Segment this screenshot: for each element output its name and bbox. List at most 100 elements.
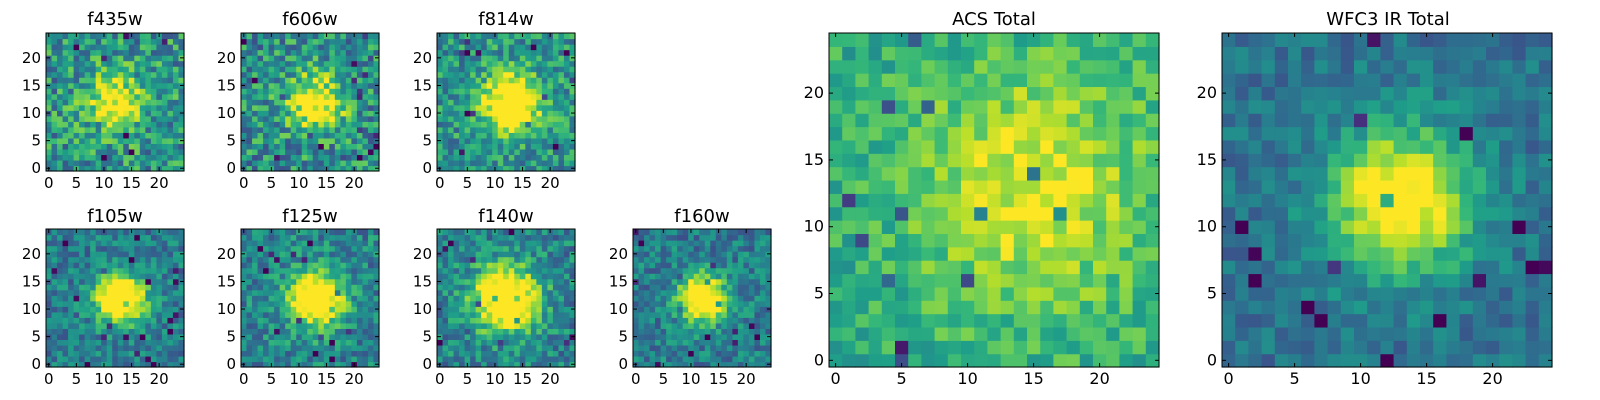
heatmap-cell bbox=[73, 328, 80, 335]
heatmap-cell bbox=[178, 322, 185, 329]
heatmap-cell bbox=[475, 110, 482, 117]
heatmap-cell bbox=[90, 339, 97, 346]
heatmap-cell bbox=[710, 267, 717, 274]
heatmap-cell bbox=[150, 60, 157, 67]
heatmap-cell bbox=[1000, 273, 1015, 288]
heatmap-cell bbox=[497, 38, 504, 45]
heatmap-cell bbox=[263, 143, 270, 150]
heatmap-cell bbox=[123, 104, 130, 111]
heatmap-cell bbox=[101, 267, 108, 274]
heatmap-cell bbox=[178, 328, 185, 335]
heatmap-cell bbox=[318, 355, 325, 363]
heatmap-cell bbox=[710, 284, 717, 291]
heatmap-cell bbox=[448, 245, 455, 252]
heatmap-cell bbox=[263, 240, 270, 247]
heatmap-cell bbox=[710, 245, 717, 252]
heatmap-cell bbox=[106, 234, 113, 241]
heatmap-cell bbox=[459, 339, 466, 346]
heatmap-cell bbox=[699, 267, 706, 274]
heatmap-cell bbox=[156, 289, 163, 296]
heatmap-cell bbox=[307, 234, 314, 241]
heatmap-cell bbox=[84, 93, 91, 100]
heatmap-cell bbox=[1119, 260, 1134, 275]
heatmap-cell bbox=[453, 93, 460, 100]
heatmap-cell bbox=[737, 278, 744, 285]
heatmap-cell bbox=[666, 273, 673, 280]
heatmap-cell bbox=[530, 245, 537, 252]
heatmap-cell bbox=[356, 273, 364, 280]
heatmap-cell bbox=[312, 88, 319, 95]
heatmap-cell bbox=[503, 71, 510, 78]
heatmap-cell bbox=[329, 311, 336, 318]
heatmap-cell bbox=[263, 333, 270, 340]
heatmap-cell bbox=[57, 355, 64, 363]
heatmap-cell bbox=[732, 333, 739, 340]
heatmap-cell bbox=[437, 71, 444, 78]
heatmap-cell bbox=[699, 278, 706, 285]
heatmap-cell bbox=[987, 179, 1002, 194]
heatmap-cell bbox=[167, 229, 174, 236]
heatmap-cell bbox=[829, 326, 843, 341]
heatmap-cell bbox=[117, 99, 124, 106]
heatmap-cell bbox=[644, 256, 651, 263]
heatmap-cell bbox=[246, 273, 253, 280]
heatmap-cell bbox=[519, 240, 526, 247]
heatmap-cell bbox=[274, 66, 281, 73]
heatmap-cell bbox=[318, 361, 325, 368]
heatmap-cell bbox=[486, 126, 493, 133]
heatmap-cell bbox=[79, 44, 86, 51]
heatmap-cell bbox=[552, 33, 560, 40]
heatmap-cell bbox=[558, 49, 565, 56]
heatmap-cell bbox=[167, 278, 174, 285]
heatmap-cell bbox=[139, 44, 146, 51]
heatmap-cell bbox=[145, 361, 152, 368]
heatmap-cell bbox=[530, 350, 537, 357]
heatmap-cell bbox=[307, 256, 314, 263]
heatmap-cell bbox=[117, 110, 124, 117]
heatmap-cell bbox=[682, 361, 689, 368]
heatmap-cell bbox=[536, 256, 543, 263]
heatmap-cell bbox=[552, 295, 560, 302]
heatmap-cell bbox=[671, 311, 678, 318]
heatmap-cell bbox=[345, 289, 352, 296]
heatmap-cell bbox=[279, 137, 286, 144]
heatmap-cell bbox=[156, 60, 163, 67]
heatmap-cell bbox=[84, 306, 91, 313]
heatmap-cell bbox=[525, 33, 532, 40]
heatmap-cell bbox=[178, 33, 185, 40]
heatmap-cell bbox=[497, 71, 504, 78]
heatmap-cell bbox=[437, 49, 444, 56]
heatmap-cell bbox=[356, 115, 364, 122]
heatmap-cell bbox=[373, 77, 380, 84]
heatmap-cell bbox=[123, 273, 130, 280]
heatmap-cell bbox=[530, 38, 537, 45]
heatmap-cell bbox=[868, 260, 883, 275]
heatmap-cell bbox=[536, 110, 543, 117]
heatmap-cell bbox=[660, 322, 667, 329]
heatmap-cell bbox=[312, 165, 319, 172]
heatmap-cell bbox=[112, 110, 119, 117]
heatmap-cell bbox=[373, 350, 380, 357]
heatmap-cell bbox=[150, 137, 157, 144]
heatmap-cell bbox=[503, 88, 510, 95]
heatmap-cell bbox=[246, 38, 253, 45]
heatmap-cell bbox=[268, 44, 275, 51]
heatmap-cell bbox=[765, 311, 772, 318]
heatmap-cell bbox=[497, 295, 504, 302]
heatmap-cell bbox=[296, 104, 303, 111]
heatmap-cell bbox=[961, 353, 975, 368]
heatmap-cell bbox=[497, 33, 504, 40]
heatmap-cell bbox=[655, 262, 662, 269]
heatmap-cell bbox=[156, 344, 163, 352]
heatmap-cell bbox=[1132, 300, 1147, 315]
heatmap-cell bbox=[150, 143, 157, 150]
heatmap-cell bbox=[156, 328, 163, 335]
heatmap-cell bbox=[470, 251, 477, 258]
heatmap-cell bbox=[442, 137, 449, 144]
heatmap-cell bbox=[268, 88, 275, 95]
heatmap-cell bbox=[90, 143, 97, 150]
heatmap-cell bbox=[503, 267, 510, 274]
heatmap-cell bbox=[362, 159, 369, 167]
heatmap-cell bbox=[530, 104, 537, 111]
heatmap-cell bbox=[95, 44, 102, 51]
